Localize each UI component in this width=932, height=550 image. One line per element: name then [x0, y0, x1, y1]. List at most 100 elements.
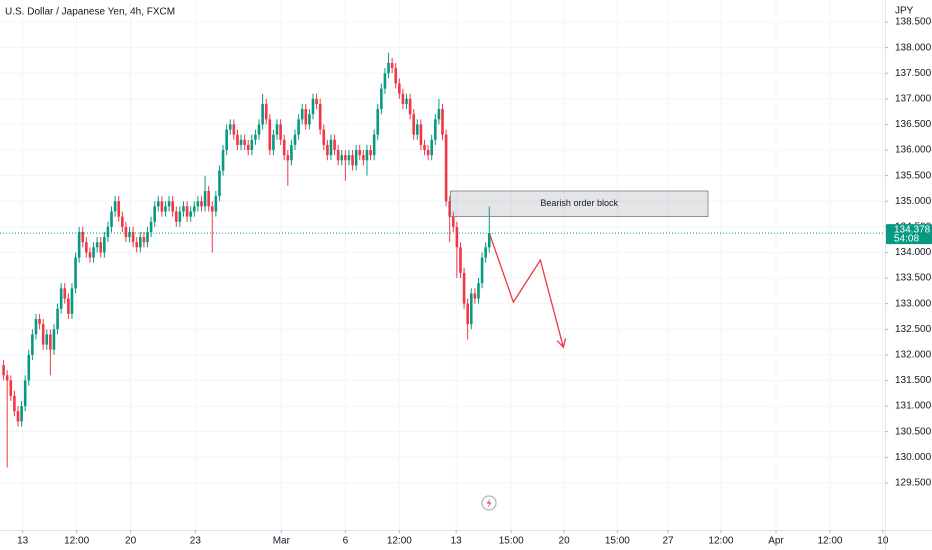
- x-tick-label: 12:00: [708, 536, 733, 547]
- candle-body: [451, 216, 455, 227]
- candle-body: [300, 109, 304, 120]
- candle-body: [365, 150, 369, 161]
- candle-body: [135, 242, 139, 248]
- candle-body: [419, 124, 423, 145]
- x-tick-label: 23: [190, 536, 202, 547]
- candle-body: [390, 62, 394, 69]
- candle-body: [239, 139, 243, 145]
- candle-body: [362, 155, 365, 161]
- candle-body: [358, 150, 362, 156]
- candle-body: [394, 68, 398, 84]
- x-tick-label: 27: [663, 536, 675, 547]
- candle-body: [246, 144, 250, 151]
- alert-bolt[interactable]: [486, 498, 492, 508]
- y-tick-label: 130.500: [895, 426, 932, 437]
- candle-body: [448, 201, 451, 217]
- candle-body: [74, 257, 77, 289]
- candle-body: [121, 216, 124, 227]
- y-tick-label: 131.500: [895, 375, 932, 386]
- candle-body: [178, 211, 182, 222]
- candle-body: [63, 288, 67, 299]
- x-tick-label: 12:00: [387, 536, 412, 547]
- candle-body: [189, 211, 192, 217]
- candle-body: [182, 206, 185, 212]
- currency-label: JPY: [895, 6, 914, 17]
- candle-body: [279, 124, 282, 140]
- candle-body: [174, 211, 178, 222]
- candle-body: [5, 375, 9, 381]
- axes: 129.500 130.000 130.500 131.000 131.500 132.0…: [17, 17, 932, 547]
- candle-body: [146, 231, 149, 243]
- candle-body: [466, 303, 469, 325]
- candle-body: [225, 129, 228, 151]
- candle-body: [430, 139, 434, 156]
- candle-body: [81, 231, 85, 243]
- y-tick-label: 133.500: [895, 273, 932, 284]
- candle-body: [20, 406, 23, 422]
- candle-body: [214, 196, 218, 212]
- candle-body: [347, 155, 351, 161]
- candle-body: [236, 134, 239, 145]
- candle-body: [52, 329, 56, 350]
- candle-body: [408, 98, 412, 115]
- x-tick-label: 15:00: [499, 536, 524, 547]
- candle-body: [34, 319, 38, 335]
- projection-path: [489, 235, 565, 348]
- candle-body: [13, 395, 16, 412]
- countdown-label: 54:08: [894, 234, 919, 245]
- x-tick-label: 10: [877, 536, 889, 547]
- candle-body: [286, 155, 290, 161]
- candle-body: [106, 226, 110, 238]
- candle-body: [272, 134, 275, 151]
- candle-body: [221, 150, 225, 171]
- candle-body: [304, 109, 308, 125]
- candle-body: [27, 354, 31, 381]
- plot-area: Bearish order block: [0, 52, 885, 468]
- candle-body: [387, 62, 390, 74]
- candle-body: [484, 247, 487, 258]
- candle-body: [131, 231, 135, 243]
- candle-body: [16, 411, 20, 422]
- candle-body: [38, 319, 41, 325]
- candle-body: [232, 124, 236, 135]
- last-price-badge: [886, 224, 932, 245]
- y-tick-label: 132.000: [895, 350, 932, 361]
- candle-body: [416, 124, 419, 135]
- candle-body: [455, 226, 459, 248]
- candle-body: [103, 237, 106, 253]
- candle-body: [318, 103, 322, 130]
- candle-body: [423, 144, 426, 151]
- candle-body: [41, 324, 45, 345]
- candle-body: [85, 242, 88, 253]
- last-price-label: 134.378: [894, 225, 931, 236]
- candle-body: [117, 201, 121, 217]
- candle-body: [203, 191, 207, 207]
- alert-icon[interactable]: [481, 495, 497, 511]
- candle-body: [110, 211, 113, 227]
- candle-body: [473, 293, 477, 299]
- candle-body: [405, 98, 408, 104]
- y-tick-label: 138.000: [895, 42, 932, 53]
- x-tick-label: 13: [17, 536, 29, 547]
- chart-title: U.S. Dollar / Japanese Yen, 4h, FXCM: [5, 7, 175, 18]
- candle-body: [92, 247, 95, 258]
- order-block-box: [450, 190, 709, 218]
- candle-body: [192, 206, 196, 212]
- candle-body: [264, 103, 268, 120]
- candle-body: [369, 150, 372, 156]
- x-tick-label: 6: [343, 536, 349, 547]
- candle-body: [340, 155, 344, 161]
- candle-body: [444, 134, 448, 202]
- candle-body: [372, 134, 376, 156]
- candle-body: [23, 380, 27, 407]
- candle-body: [59, 288, 63, 309]
- candle-body: [462, 272, 466, 304]
- candle-body: [171, 201, 174, 212]
- candle-body: [487, 233, 491, 248]
- candle-body: [45, 334, 49, 345]
- candle-body: [67, 298, 70, 314]
- candle-body: [243, 139, 246, 145]
- candle-body: [437, 109, 441, 120]
- candle-body: [156, 201, 160, 207]
- y-tick-label: 130.000: [895, 452, 932, 463]
